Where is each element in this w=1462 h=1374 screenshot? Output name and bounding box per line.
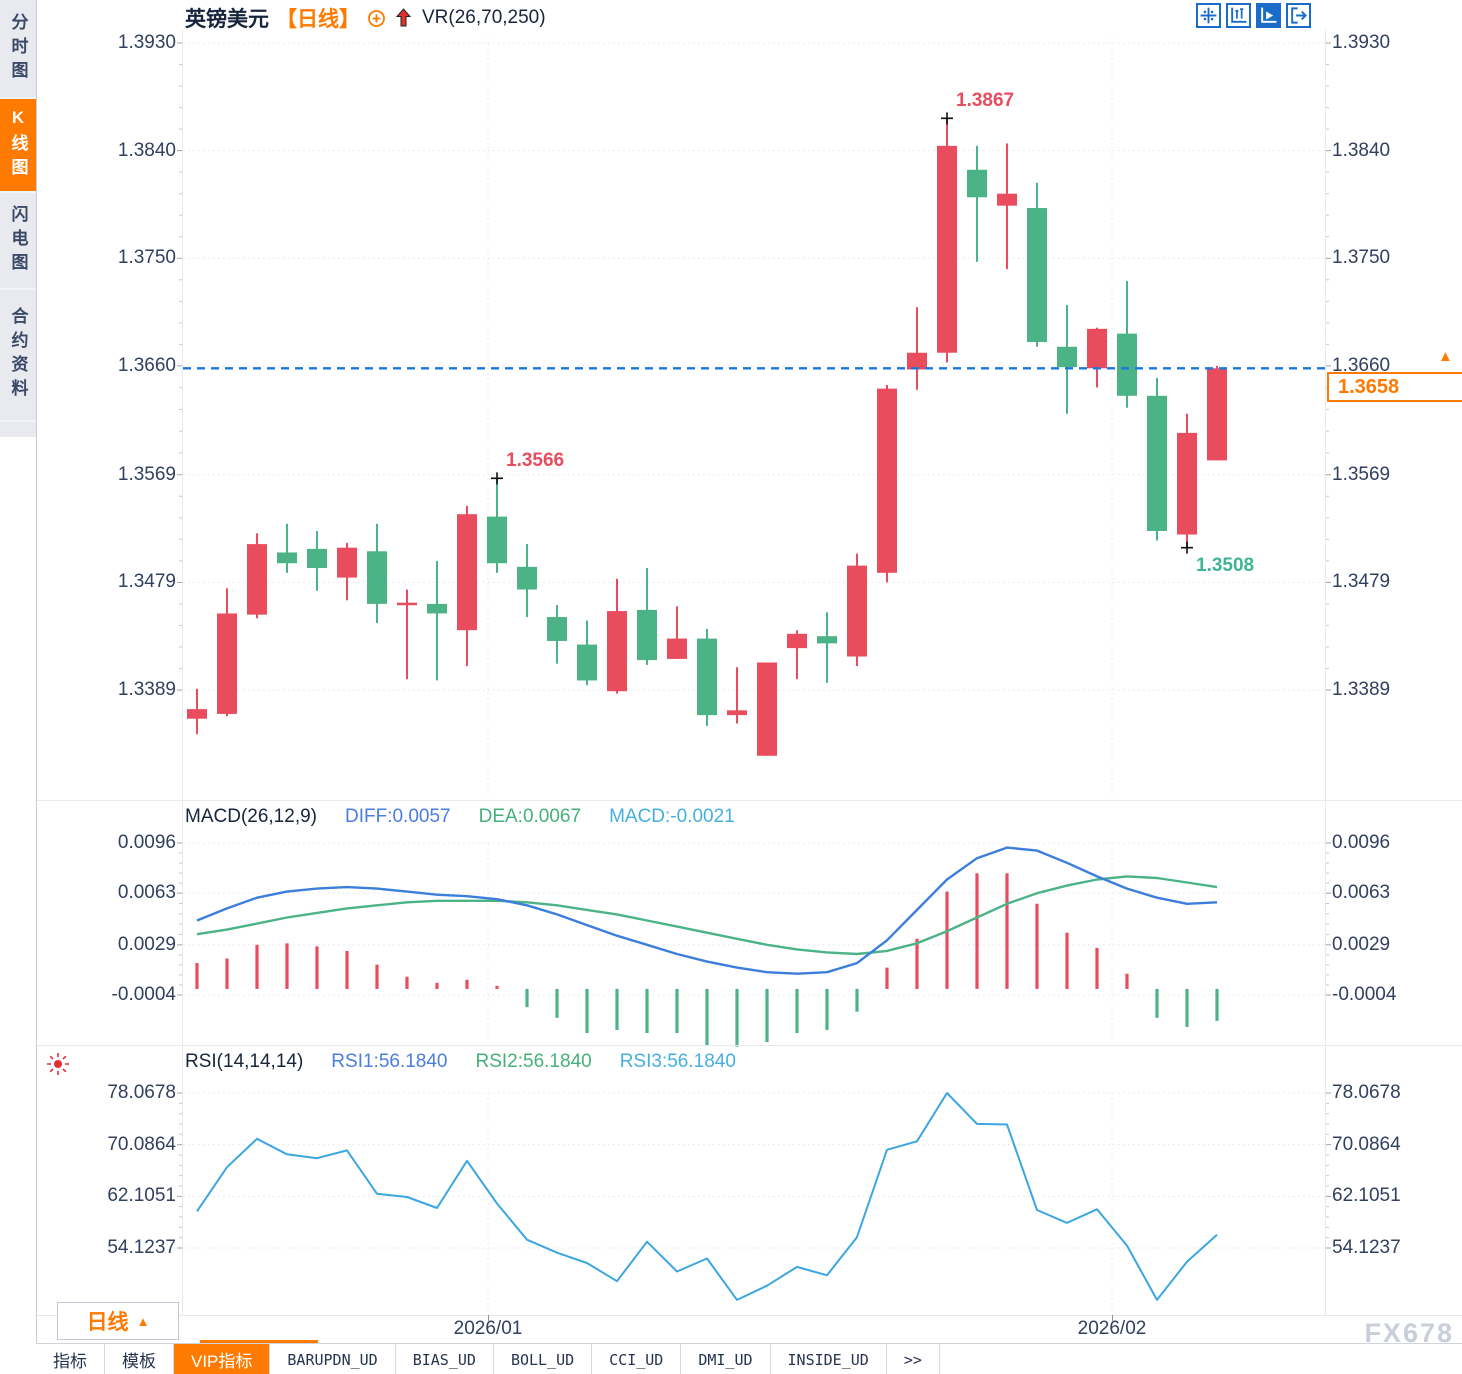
panel-separator	[36, 1045, 1462, 1046]
rsi-tick-label: 78.0678	[1332, 1082, 1401, 1103]
period-selector-label: 日线	[86, 1311, 129, 1334]
price-tick-label: 1.3569	[1332, 463, 1391, 485]
indicator-tab[interactable]: BIAS_UD	[396, 1344, 494, 1374]
sidebar-item-3[interactable]: 闪电图	[0, 193, 36, 290]
radiant-dot-icon[interactable]	[46, 1052, 70, 1081]
rsi2-value: RSI2:56.1840	[475, 1051, 592, 1072]
chart-toolbar	[1196, 3, 1311, 28]
period-tag: 【日线】	[276, 8, 360, 31]
indicator-tab[interactable]: BOLL_UD	[494, 1344, 593, 1374]
axis-play-icon[interactable]	[1256, 3, 1281, 28]
plus-circle-icon[interactable]	[367, 9, 386, 28]
dea-value: DEA:0.0067	[478, 806, 582, 827]
current-price-value: 1.3658	[1338, 376, 1400, 399]
price-tick-label: 1.3660	[1332, 354, 1391, 376]
indicator-tabbar: 指标 模板 VIP指标 BARUPDN_UD BIAS_UD BOLL_UD CCI_UD D…	[36, 1343, 1462, 1374]
rsi-header: RSI(14,14,14) RSI1:56.1840 RSI2:56.1840 …	[185, 1051, 736, 1073]
price-tick-label: 1.3930	[117, 32, 176, 53]
sidebar: 分时图 K线图 闪电图 合约资料	[0, 0, 37, 1374]
rsi3-value: RSI3:56.1840	[619, 1051, 736, 1072]
indicator-tab[interactable]: BARUPDN_UD	[270, 1344, 396, 1374]
price-tick-label: 1.3750	[117, 247, 176, 269]
pan-crosshair-icon[interactable]	[1196, 3, 1221, 28]
current-price-tag: 1.3658	[1327, 372, 1462, 403]
macd-tick-label: 0.0029	[117, 933, 176, 955]
macd-tick-label: 0.0063	[1332, 882, 1391, 904]
price-tick-label: 1.3840	[1332, 139, 1391, 161]
rsi-tick-label: 78.0678	[107, 1082, 176, 1103]
extreme-price-label: 1.3508	[1196, 554, 1255, 576]
indicator-tab[interactable]: 指标	[36, 1344, 105, 1374]
chart-header: 英镑美元 【日线】 VR(26,70,250)	[185, 5, 546, 31]
rsi1-value: RSI1:56.1840	[331, 1051, 448, 1072]
price-arrow-icon: ▲	[1438, 348, 1453, 366]
macd-tick-label: 0.0096	[1332, 832, 1391, 853]
rsi-tick-label: 54.1237	[1332, 1237, 1401, 1258]
axis-range-icon[interactable]	[1226, 3, 1251, 28]
plot-left-border	[182, 30, 183, 1315]
macd-tick-label: 0.0096	[117, 832, 176, 853]
sidebar-item-1[interactable]: 分时图	[0, 0, 36, 99]
overlay-indicator-label: VR(26,70,250)	[422, 7, 546, 28]
x-axis-label: 2026/02	[1077, 1318, 1147, 1339]
sidebar-tab-group: 分时图 K线图 闪电图 合约资料	[0, 0, 36, 437]
price-tick-label: 1.3660	[117, 354, 176, 376]
x-axis-tick	[1112, 1315, 1113, 1322]
sidebar-item-2[interactable]: K线图	[0, 99, 36, 193]
triangle-up-icon: ▲	[136, 1313, 150, 1329]
rsi-tick-label: 70.0864	[107, 1133, 176, 1155]
x-axis-label: 2026/01	[453, 1318, 523, 1339]
price-tick-label: 1.3840	[117, 139, 176, 161]
price-tick-label: 1.3479	[117, 571, 176, 593]
price-tick-label: 1.3930	[1332, 32, 1391, 53]
rsi-tick-label: 62.1051	[107, 1185, 176, 1207]
price-tick-label: 1.3389	[117, 679, 176, 700]
price-tick-label: 1.3479	[1332, 571, 1391, 593]
indicator-tab[interactable]: VIP指标	[174, 1344, 271, 1374]
rsi-tick-label: 54.1237	[107, 1237, 176, 1258]
rsi-title: RSI(14,14,14)	[185, 1051, 304, 1072]
panel-separator	[36, 800, 1462, 801]
active-tab-topline	[200, 1340, 318, 1343]
period-selector[interactable]: 日线 ▲	[57, 1302, 179, 1340]
macd-tick-label: 0.0029	[1332, 933, 1391, 955]
up-arrow-icon	[396, 8, 411, 28]
macd-tick-label: 0.0063	[117, 882, 176, 904]
price-tick-label: 1.3750	[1332, 247, 1391, 269]
macd-header: MACD(26,12,9) DIFF:0.0057 DEA:0.0067 MAC…	[185, 806, 735, 828]
x-axis-tick	[488, 1315, 489, 1322]
extreme-price-label: 1.3867	[956, 90, 1015, 112]
watermark: FX678	[1364, 1318, 1454, 1348]
sidebar-item-4[interactable]: 合约资料	[0, 290, 36, 422]
price-tick-label: 1.3389	[1332, 679, 1391, 700]
macd-tick-label: -0.0004	[111, 984, 176, 1005]
indicator-tab[interactable]: 模板	[105, 1344, 174, 1374]
macd-title: MACD(26,12,9)	[185, 806, 317, 827]
macd-value: MACD:-0.0021	[609, 806, 735, 827]
exit-panel-icon[interactable]	[1286, 3, 1311, 28]
price-tick-label: 1.3569	[117, 463, 176, 485]
panel-separator	[36, 1315, 1462, 1316]
indicator-tab[interactable]: >>	[887, 1344, 940, 1374]
plot-right-border	[1325, 30, 1326, 1315]
symbol-name: 英镑美元	[185, 8, 269, 31]
rsi-tick-label: 62.1051	[1332, 1185, 1401, 1207]
indicator-tab[interactable]: CCI_UD	[592, 1344, 682, 1374]
indicator-tab[interactable]: INSIDE_UD	[771, 1344, 887, 1374]
indicator-tab[interactable]: DMI_UD	[681, 1344, 771, 1374]
extreme-price-label: 1.3566	[506, 450, 565, 472]
rsi-tick-label: 70.0864	[1332, 1133, 1401, 1155]
diff-value: DIFF:0.0057	[345, 806, 451, 827]
macd-tick-label: -0.0004	[1332, 984, 1397, 1005]
